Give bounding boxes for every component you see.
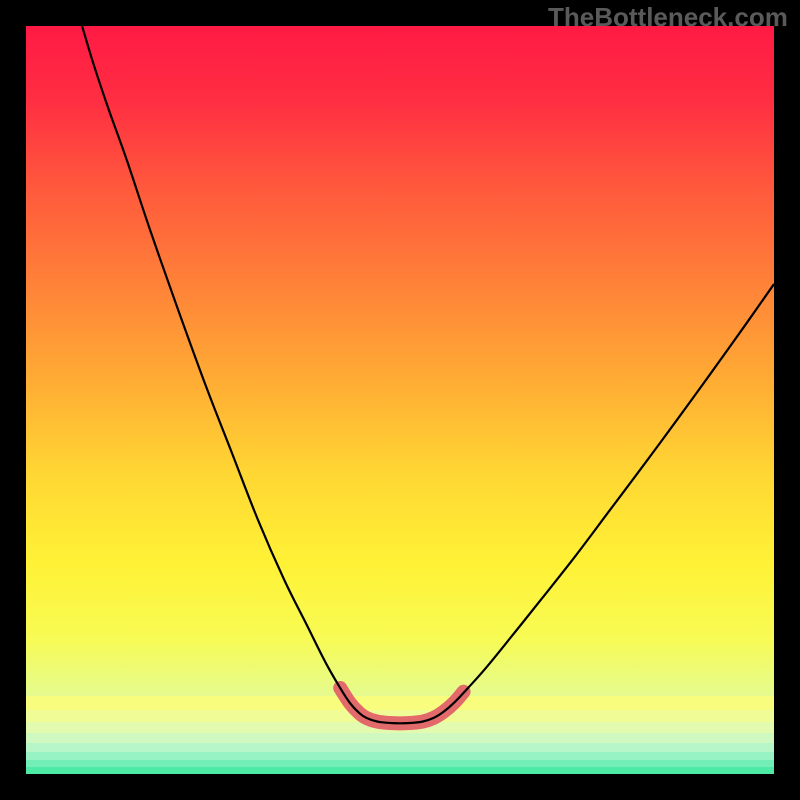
watermark-text: TheBottleneck.com (548, 2, 788, 33)
plot-background (26, 26, 774, 774)
bottom-color-bands (26, 696, 774, 775)
bottleneck-curve-chart (0, 0, 800, 800)
chart-frame (0, 0, 800, 800)
